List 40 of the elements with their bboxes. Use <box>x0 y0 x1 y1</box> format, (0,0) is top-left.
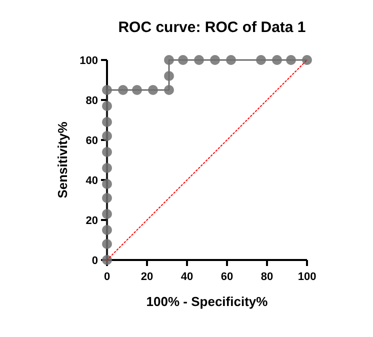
x-tick-label: 60 <box>220 271 234 283</box>
point <box>102 147 112 157</box>
point <box>102 209 112 219</box>
y-tick-label: 40 <box>86 174 98 187</box>
point <box>164 85 174 95</box>
point <box>102 101 112 111</box>
point <box>256 55 266 65</box>
point <box>102 131 112 141</box>
point <box>102 193 112 203</box>
point <box>148 85 158 95</box>
y-axis-title: Sensitivity% <box>55 121 70 198</box>
point <box>286 55 296 65</box>
point <box>164 71 174 81</box>
y-tick-label: 60 <box>86 134 98 147</box>
x-tick-label: 100 <box>298 271 316 283</box>
y-tick-label: 80 <box>86 94 98 107</box>
point <box>102 239 112 249</box>
point <box>102 179 112 189</box>
point <box>210 55 220 65</box>
point <box>194 55 204 65</box>
x-tick-label: 20 <box>140 271 154 283</box>
point <box>102 225 112 235</box>
x-tick-label: 40 <box>180 271 194 283</box>
point <box>102 163 112 173</box>
point <box>118 85 128 95</box>
point <box>132 85 142 95</box>
x-axis-title: 100% - Specificity% <box>146 294 268 309</box>
point <box>272 55 282 65</box>
point <box>164 55 174 65</box>
point <box>102 85 112 95</box>
point <box>226 55 236 65</box>
point <box>178 55 188 65</box>
chart-title: ROC curve: ROC of Data 1 <box>118 19 306 36</box>
x-tick-label: 80 <box>260 271 274 283</box>
y-tick-label: 0 <box>92 254 98 267</box>
y-tick-label: 100 <box>80 54 98 67</box>
x-tick-label: 0 <box>104 271 110 283</box>
point <box>102 117 112 127</box>
y-tick-label: 20 <box>86 214 98 227</box>
point <box>302 55 312 65</box>
